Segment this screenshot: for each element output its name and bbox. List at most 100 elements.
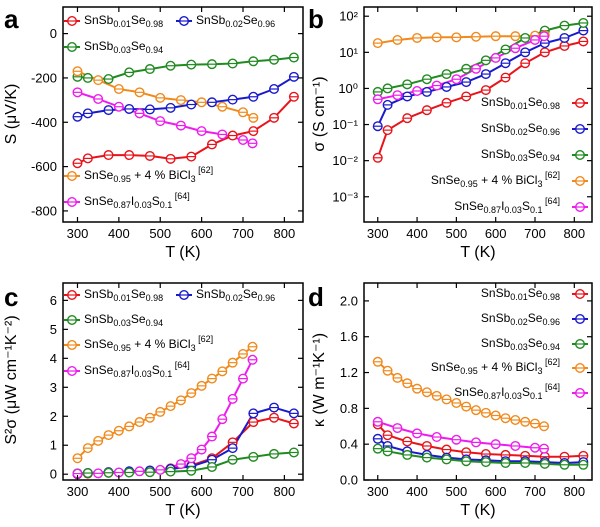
y-axis-label: σ (S cm⁻¹) [311, 76, 328, 151]
plot-area [72, 52, 299, 169]
y-tick-label: -400 [31, 115, 57, 130]
legend-label: SnSb0.01Se0.98 [481, 95, 560, 111]
legend-label: SnSe0.95 + 4 % BiCl3 [62] [84, 165, 213, 184]
y-tick-label: 10² [339, 9, 358, 24]
legend-label: SnSe0.87I0.03S0.1 [64] [84, 191, 190, 210]
y-tick-label: 0 [50, 467, 57, 482]
y-tick-label: 0 [50, 26, 57, 41]
panel-d: 300 400 500 600 700 800 0.0 0.4 0.8 1.2 1.6 2.0 T (K… [308, 282, 593, 519]
y-axis-label: S (μV/K) [3, 84, 20, 145]
panel-a: 300 400 500 600 700 800 -800 -600 -400 -200 0 T (K)… [3, 4, 304, 261]
y-tick-label: 10⁻² [332, 153, 358, 168]
legend-label: SnSe0.87I0.03S0.1 [64] [454, 382, 560, 401]
legend-label: SnSb0.02Se0.96 [196, 13, 275, 29]
plot-frame [363, 6, 593, 223]
x-axis-label: T (K) [460, 502, 495, 519]
panel-letter: c [4, 282, 18, 312]
plot-frame [363, 282, 593, 481]
legend: SnSb0.01Se0.98 SnSb0.02Se0.96 SnSb0.03Se0.… [64, 287, 275, 379]
legend-label: SnSb0.02Se0.96 [481, 311, 560, 327]
y-tick-label: 0.4 [340, 437, 358, 452]
y-tick-label: 0.8 [340, 401, 358, 416]
legend: SnSb0.01Se0.98 SnSb0.02Se0.96 SnSb0.03Se0.… [64, 13, 275, 210]
series-line-1 [77, 416, 295, 476]
x-tick-label: 400 [108, 484, 130, 499]
panel-letter: b [308, 4, 324, 34]
plot-frame [62, 282, 304, 481]
y-tick-label: -200 [31, 70, 57, 85]
x-axis-label: T (K) [165, 244, 200, 261]
y-tick-label: 5 [50, 322, 57, 337]
series-line-5 [377, 420, 545, 450]
x-tick-label: 500 [446, 226, 468, 241]
legend-label: SnSb0.02Se0.96 [196, 287, 275, 303]
legend-label: SnSe0.95 + 4 % BiCl3 [62] [84, 334, 213, 353]
legend-label: SnSb0.01Se0.98 [84, 287, 163, 303]
x-tick-label: 700 [524, 226, 546, 241]
x-tick-label: 500 [149, 226, 171, 241]
x-tick-label: 600 [191, 226, 213, 241]
y-tick-label: 10⁻³ [332, 189, 358, 204]
x-axis-label: T (K) [460, 244, 495, 261]
x-tick-label: 400 [406, 226, 428, 241]
y-tick-label: 10⁻¹ [332, 117, 358, 132]
panel-b: 300 400 500 600 700 800 10⁻³ 10⁻² 10⁻¹ 10⁰ 10¹ 10² T… [308, 4, 593, 261]
y-tick-label: 6 [50, 293, 57, 308]
y-tick-label: 1.6 [340, 329, 358, 344]
panel-letter: a [4, 4, 19, 34]
plot-area [372, 17, 589, 163]
x-tick-label: 800 [274, 226, 296, 241]
x-tick-label: 300 [67, 484, 89, 499]
y-tick-label: 10⁰ [338, 81, 358, 96]
y-tick-label: 4 [50, 351, 57, 366]
legend-label: SnSb0.03Se0.94 [481, 336, 560, 352]
x-tick-label: 500 [446, 484, 468, 499]
y-tick-label: 0.0 [340, 473, 358, 488]
panel-c: 300 400 500 600 700 800 0 1 2 3 4 5 6 T (K) S²σ (μW cm… [3, 282, 304, 519]
x-tick-label: 300 [67, 226, 89, 241]
y-tick-label: 2 [50, 409, 57, 424]
x-tick-label: 600 [485, 484, 507, 499]
plot-frame [62, 6, 304, 223]
x-tick-label: 400 [406, 484, 428, 499]
y-axis-label: S²σ (μW cm⁻¹K⁻²) [3, 315, 20, 444]
x-tick-label: 800 [563, 226, 585, 241]
plot-area [372, 356, 589, 470]
x-tick-label: 300 [367, 484, 389, 499]
y-tick-label: 2.0 [340, 293, 358, 308]
x-tick-label: 500 [149, 484, 171, 499]
panel-letter: d [308, 282, 324, 312]
y-axis-label: κ (W m⁻¹K⁻¹) [311, 333, 328, 427]
legend-label: SnSb0.01Se0.98 [84, 13, 163, 29]
series-line-4 [77, 70, 254, 119]
x-tick-label: 400 [108, 226, 130, 241]
legend-label: SnSe0.87I0.03S0.1 [64] [454, 196, 560, 215]
legend-label: SnSe0.95 + 4 % BiCl3 [62] [431, 170, 560, 189]
legend-label: SnSe0.87I0.03S0.1 [64] [84, 360, 190, 379]
x-tick-label: 800 [563, 484, 585, 499]
legend-label: SnSb0.02Se0.96 [481, 121, 560, 137]
x-tick-label: 600 [485, 226, 507, 241]
y-tick-label: -600 [31, 159, 57, 174]
series-line-2 [376, 29, 584, 127]
legend-label: SnSb0.03Se0.94 [84, 312, 163, 328]
y-tick-label: 10¹ [339, 45, 358, 60]
legend-label: SnSb0.03Se0.94 [84, 39, 163, 55]
x-tick-label: 700 [232, 484, 254, 499]
x-tick-label: 700 [524, 484, 546, 499]
legend-label: SnSb0.01Se0.98 [481, 286, 560, 302]
y-tick-label: 1.2 [340, 365, 358, 380]
legend: SnSb0.01Se0.98 SnSb0.02Se0.96 SnSb0.03Se0.… [431, 286, 588, 401]
y-tick-label: 1 [50, 438, 57, 453]
x-tick-label: 800 [274, 484, 296, 499]
y-tick-label: 3 [50, 380, 57, 395]
x-tick-label: 600 [191, 484, 213, 499]
plot-area [72, 341, 299, 480]
x-axis-label: T (K) [165, 502, 200, 519]
x-tick-label: 700 [232, 226, 254, 241]
legend-label: SnSb0.03Se0.94 [481, 147, 560, 163]
x-tick-label: 300 [367, 226, 389, 241]
legend: SnSb0.01Se0.98 SnSb0.02Se0.96 SnSb0.03Se0.… [431, 95, 588, 215]
legend-label: SnSe0.95 + 4 % BiCl3 [62] [431, 357, 560, 376]
